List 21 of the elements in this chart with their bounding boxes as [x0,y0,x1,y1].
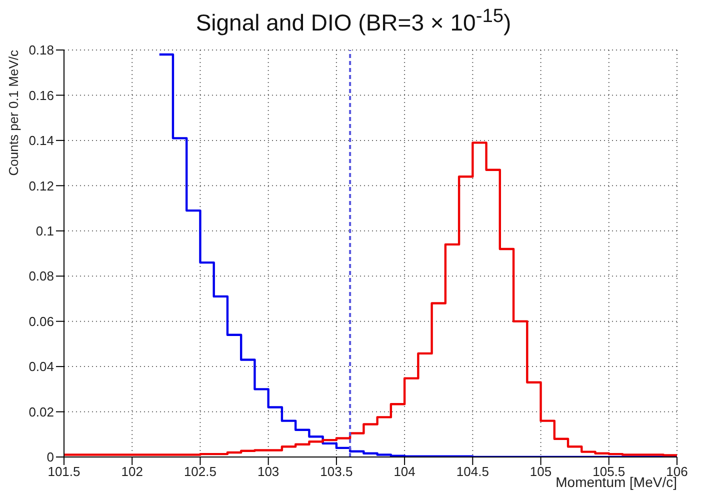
y-tick-label: 0.04 [28,359,54,374]
x-tick-label: 102.5 [184,464,216,480]
y-tick-label: 0.1 [36,224,54,239]
y-tick-label: 0.02 [28,404,54,420]
y-tick-label: 0.18 [28,42,54,58]
x-tick-label: 103 [257,464,280,480]
x-tick-label: 104 [394,464,416,480]
y-tick-label: 0.16 [28,88,54,103]
x-tick-label: 104.5 [456,464,489,480]
y-tick-label: 0.08 [28,268,54,284]
y-tick-label: 0 [46,450,54,465]
x-tick-label: 101.5 [48,464,80,480]
y-tick-label: 0.06 [28,314,54,329]
y-tick-label: 0.14 [28,133,54,148]
chart-title: Signal and DIO (BR=3 × 10$^{-15}$) [194,6,512,37]
y-axis-title: Counts per 0.1 MeV/c [6,50,21,176]
x-tick-label: 103.5 [320,464,353,480]
x-tick-label: 105 [530,464,552,480]
x-tick-label: 105.5 [592,464,626,480]
y-tick-label: 0.12 [28,178,54,194]
x-tick-label: 102 [121,464,143,480]
